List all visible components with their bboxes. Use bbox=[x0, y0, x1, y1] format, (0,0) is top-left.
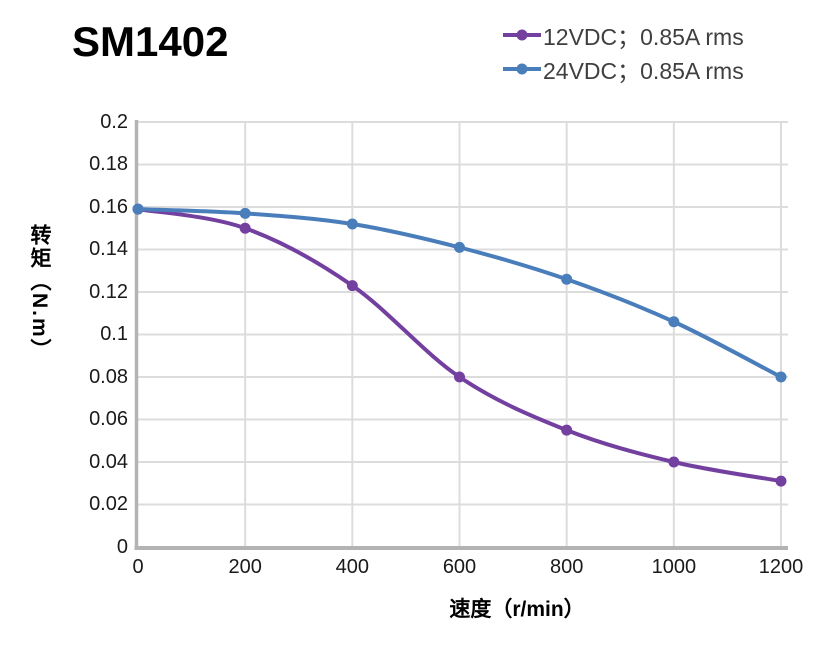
y-tick-label: 0.2 bbox=[100, 110, 128, 133]
x-tick-label: 1000 bbox=[651, 556, 697, 578]
x-axis-title: 速度（r/min） bbox=[449, 598, 585, 621]
data-point-1 bbox=[454, 241, 465, 253]
data-series bbox=[132, 203, 787, 487]
data-point-1 bbox=[775, 371, 787, 383]
data-point-1 bbox=[561, 273, 573, 285]
page-title: SM1402 bbox=[72, 18, 229, 65]
gridlines bbox=[138, 121, 788, 547]
x-tick-label: 600 bbox=[442, 556, 477, 578]
y-tick-label: 0.12 bbox=[89, 280, 128, 303]
y-tick-label: 0 bbox=[116, 535, 128, 558]
y-tick-label: 0.06 bbox=[89, 408, 128, 430]
legend-label-24vdc: 24VDC；0.85A rms bbox=[543, 58, 744, 84]
y-tick-label: 0.1 bbox=[100, 323, 128, 345]
legend-label-12vdc: 12VDC；0.85A rms bbox=[543, 24, 744, 50]
data-point-0 bbox=[561, 424, 573, 436]
x-tick-label: 200 bbox=[228, 556, 262, 578]
data-point-1 bbox=[132, 203, 144, 215]
line-marker-icon bbox=[503, 63, 541, 75]
x-tick-label: 0 bbox=[132, 556, 144, 578]
data-point-1 bbox=[668, 316, 680, 328]
y-tick-label: 0.08 bbox=[89, 365, 128, 388]
x-tick-label: 400 bbox=[335, 556, 370, 578]
data-point-0 bbox=[239, 222, 251, 234]
y-tick-label: 0.02 bbox=[89, 493, 128, 515]
legend-item-12vdc: 12VDC；0.85A rms bbox=[503, 20, 744, 50]
data-point-1 bbox=[239, 207, 251, 219]
axes bbox=[134, 120, 788, 550]
y-tick-label: 0.04 bbox=[89, 450, 128, 473]
data-point-0 bbox=[775, 475, 787, 487]
y-tick-label: 0.16 bbox=[89, 195, 128, 218]
data-point-0 bbox=[454, 371, 465, 383]
legend: 12VDC；0.85A rms 24VDC；0.85A rms bbox=[503, 20, 744, 84]
data-point-0 bbox=[346, 280, 358, 292]
legend-item-24vdc: 24VDC；0.85A rms bbox=[503, 54, 744, 84]
data-point-1 bbox=[346, 218, 358, 230]
x-tick-label: 1200 bbox=[758, 556, 804, 578]
y-tick-label: 0.14 bbox=[89, 238, 128, 260]
y-tick-label: 0.18 bbox=[89, 153, 128, 175]
line-marker-icon bbox=[503, 29, 541, 41]
y-axis-title: 转矩（N.m） bbox=[28, 224, 51, 362]
data-point-0 bbox=[668, 456, 680, 468]
x-tick-label: 800 bbox=[549, 556, 584, 578]
